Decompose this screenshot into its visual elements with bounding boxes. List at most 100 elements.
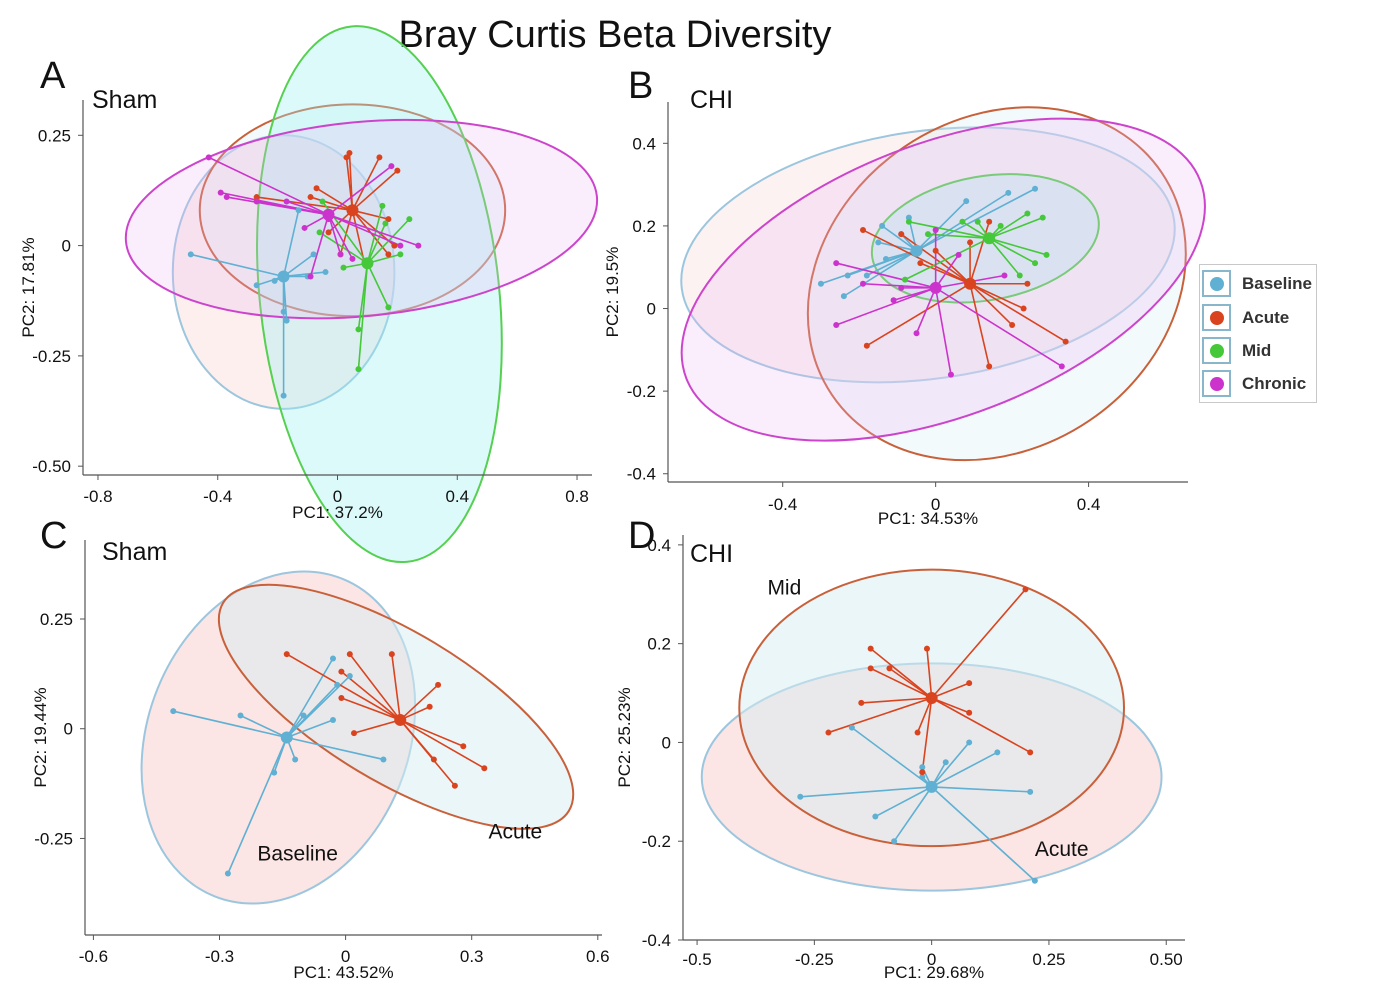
chronic-sample-point: [890, 297, 897, 304]
mid-spider-line: [988, 237, 1021, 276]
legend-item-mid: Mid: [1200, 334, 1316, 367]
acute-sample-point: [967, 239, 974, 246]
acute-spider-line: [828, 697, 932, 734]
legend-swatch: [1202, 370, 1231, 397]
baseline-marker-icon: [1210, 277, 1224, 291]
y-tick-label: -0.50: [32, 457, 71, 476]
chronic-sample-point: [388, 163, 395, 170]
mid-sample-point: [905, 218, 912, 225]
baseline-spider-line: [173, 710, 287, 739]
baseline-sample-point: [863, 272, 870, 279]
mid-sample-point: [925, 231, 931, 238]
chronic-sample-point: [301, 224, 308, 231]
baseline-sample-point: [875, 239, 882, 246]
mid-spider-line: [366, 262, 390, 308]
mid-sample-point: [1032, 260, 1039, 267]
x-tick-label: 0.6: [586, 947, 610, 966]
acute-sample-point: [338, 695, 345, 701]
baseline-sample-point: [334, 681, 341, 688]
chronic-spider-line: [835, 287, 936, 326]
acute-sample-point: [451, 782, 458, 789]
acute-spider-line: [286, 653, 401, 721]
baseline-spider-line: [931, 786, 1036, 882]
panel-letter: D: [628, 515, 655, 557]
chronic-spider-line: [208, 156, 329, 216]
baseline-sample-point: [994, 749, 1001, 756]
acute-spider-line: [353, 719, 401, 734]
acute-spider-line: [969, 283, 1067, 343]
mid-sample-point: [385, 304, 392, 311]
y-tick-label: 0: [64, 720, 73, 739]
points: [187, 149, 422, 399]
legend-label: Acute: [1242, 308, 1290, 327]
mid-sample-point: [316, 229, 323, 236]
panel-title: CHI: [690, 540, 733, 568]
legend-label: Baseline: [1242, 274, 1312, 293]
acute-sample-point: [253, 194, 260, 201]
y-axis-label: PC2: 19.44%: [31, 687, 50, 787]
baseline-sample-point: [271, 769, 278, 776]
panel-a-chart: -0.8 -0.4 0 0.4 0.8 0.25 0 -0.25 -0.50 PC1: 37.2%…: [19, 25, 599, 564]
acute-sample-point: [1009, 322, 1016, 329]
chronic-spider-line: [934, 287, 952, 375]
baseline-spider-line: [874, 786, 933, 818]
baseline-spider-line: [881, 225, 917, 252]
chronic-sample-point: [833, 322, 840, 329]
acute-spider-line: [926, 648, 933, 699]
baseline-centroid: [280, 731, 293, 744]
mid-sample-point: [397, 251, 404, 258]
spider-lines: [800, 588, 1036, 882]
acute-spider-line: [931, 697, 970, 714]
baseline-spider-line: [851, 726, 933, 788]
acute-spider-line: [348, 152, 354, 211]
mid-centroid: [983, 232, 996, 245]
baseline-spider-line: [286, 736, 384, 761]
acute-sample-point: [283, 651, 290, 658]
baseline-spider-line: [227, 737, 288, 874]
chronic-spider-line: [915, 287, 937, 334]
chronic-marker-icon: [1210, 377, 1224, 391]
mid-sample-point: [1024, 210, 1031, 217]
acute-sample-point: [1062, 338, 1069, 345]
x-axis-label: PC1: 34.53%: [878, 509, 978, 528]
x-tick-label: 0: [333, 487, 342, 506]
x-tick-label: 0: [931, 495, 940, 514]
baseline-sample-point: [882, 255, 889, 262]
x-tick-label: -0.4: [203, 487, 232, 506]
mid-sample-point: [355, 366, 362, 373]
baseline-spider-line: [286, 719, 334, 739]
acute-sample-point: [932, 247, 939, 254]
legend-swatch: [1202, 304, 1231, 331]
baseline-sample-point: [963, 198, 970, 205]
x-tick-label: 0.8: [565, 487, 589, 506]
acute-sample-point: [376, 154, 383, 161]
acute-centroid: [346, 204, 359, 217]
baseline-sample-point: [300, 712, 307, 719]
acute-spider-line: [316, 187, 353, 211]
mid-sample-point: [382, 220, 389, 227]
baseline-spider-line: [800, 786, 932, 798]
acute-spider-line: [340, 671, 401, 721]
acute-spider-line: [341, 697, 401, 721]
baseline-centroid: [910, 244, 923, 257]
acute-sample-point: [919, 769, 926, 776]
acute-sample-point: [986, 363, 993, 370]
y-tick-label: 0.4: [632, 134, 656, 153]
acute-spider-line: [931, 682, 970, 699]
legend-label: Mid: [1242, 341, 1272, 360]
chronic-spider-line: [328, 213, 419, 247]
acute-sample-point: [435, 681, 442, 688]
group-annotation: Acute: [1035, 838, 1089, 861]
mid-spider-line: [357, 263, 369, 370]
y-tick-label: 0.25: [40, 610, 73, 629]
acute-spider-line: [862, 229, 971, 285]
mid-spider-line: [904, 237, 990, 281]
acute-sample-point: [394, 167, 401, 174]
legend-swatch: [1202, 270, 1231, 297]
mid-centroid: [361, 257, 374, 270]
chronic-spider-line: [934, 254, 960, 289]
acute-spider-line: [399, 684, 439, 721]
acute-sample-point: [858, 699, 865, 706]
acute-spider-line: [399, 719, 464, 748]
chronic-spider-line: [256, 200, 329, 216]
